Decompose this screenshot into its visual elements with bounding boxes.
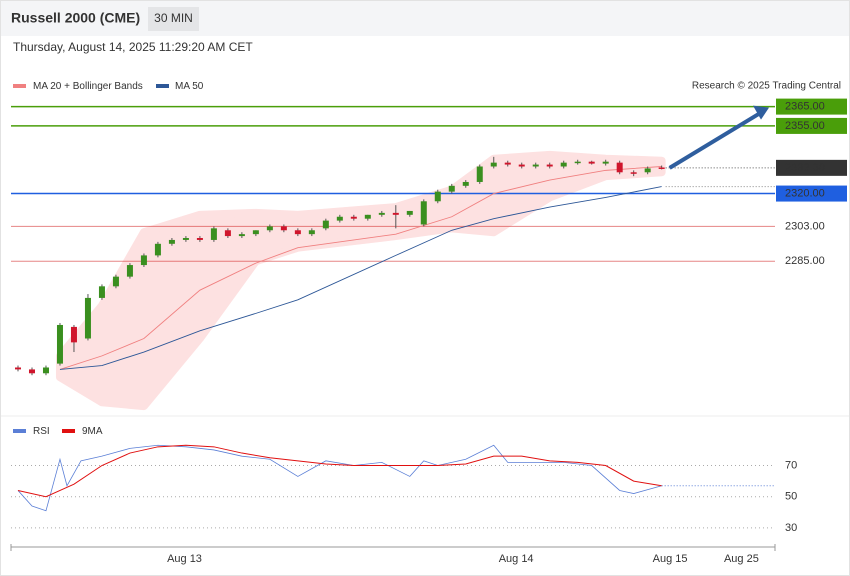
candle-body <box>616 162 623 173</box>
candle-body <box>588 161 595 164</box>
series-line <box>17 444 662 498</box>
x-tick-label: Aug 14 <box>499 553 534 565</box>
level-label: 2285.00 <box>785 255 825 267</box>
legend-swatch <box>156 84 169 88</box>
legend-label: RSI <box>33 426 50 437</box>
candle-body <box>28 369 35 374</box>
candle-body <box>658 167 665 169</box>
candle-body <box>364 214 371 219</box>
legend-swatch <box>62 429 75 433</box>
candle-body <box>518 164 525 167</box>
candle-body <box>238 234 245 237</box>
header-bar <box>1 1 849 36</box>
candle-body <box>448 185 455 192</box>
legend-label: MA 50 <box>175 81 204 92</box>
candle-body <box>126 265 133 277</box>
candle-body <box>420 201 427 225</box>
credit: Research © 2025 Trading Central <box>692 81 841 92</box>
candle-body <box>560 162 567 167</box>
y-tick-label: 70 <box>785 459 797 471</box>
candle-body <box>406 210 413 215</box>
candle-body <box>644 168 651 173</box>
candle-body <box>574 161 581 164</box>
legend-swatch <box>13 429 26 433</box>
candle-body <box>322 220 329 229</box>
candle-body <box>182 238 189 240</box>
timeframe: 30 MIN <box>154 11 193 25</box>
series-line <box>17 444 662 512</box>
arrow-head <box>753 105 769 120</box>
candle-body <box>112 276 119 287</box>
candle-body <box>504 162 511 165</box>
candle-body <box>154 243 161 256</box>
candle-body <box>378 212 385 215</box>
candle-body <box>434 191 441 202</box>
legend-label: MA 20 + Bollinger Bands <box>33 81 143 92</box>
candle-body <box>168 239 175 244</box>
candle-body <box>84 297 91 339</box>
y-tick-label: 50 <box>785 491 797 503</box>
candle-body <box>42 367 49 374</box>
candle-body <box>350 216 357 219</box>
candle-body <box>70 326 77 343</box>
candle-body <box>266 226 273 231</box>
candle-body <box>224 230 231 237</box>
candle-body <box>462 181 469 186</box>
candle-body <box>490 162 497 167</box>
x-tick-label: Aug 25 <box>724 553 759 565</box>
candle-body <box>546 164 553 167</box>
candle-body <box>14 367 21 370</box>
candle-body <box>392 212 399 215</box>
level-tag <box>776 117 847 134</box>
level-label: 2320.00 <box>785 187 825 199</box>
candle-body <box>56 324 63 364</box>
candle-body <box>98 286 105 298</box>
level-label: 2355.00 <box>785 120 825 132</box>
ma20-line <box>59 166 662 370</box>
legend-label: 9MA <box>82 426 103 437</box>
level-label: 2303.00 <box>785 220 825 232</box>
chart-title: Russell 2000 (CME) <box>11 10 140 26</box>
candle-body <box>252 230 259 235</box>
legend-swatch <box>13 84 26 88</box>
candle-body <box>294 230 301 235</box>
candle-body <box>336 216 343 221</box>
candle-body <box>476 166 483 182</box>
candle-body <box>532 164 539 167</box>
candle-body <box>196 238 203 240</box>
level-tag <box>776 98 847 115</box>
candle-body <box>630 172 637 174</box>
bollinger-band <box>55 150 666 411</box>
y-tick-label: 30 <box>785 522 797 534</box>
level-label: 2365.00 <box>785 101 825 113</box>
ma50-line <box>59 186 662 370</box>
candle-body <box>308 230 315 235</box>
candle-body <box>140 255 147 266</box>
level-tag <box>776 159 847 176</box>
subtitle: Thursday, August 14, 2025 11:29:20 AM CE… <box>13 40 253 54</box>
timeframe-box <box>148 7 199 31</box>
candle-body <box>280 226 287 231</box>
x-tick-label: Aug 15 <box>653 553 688 565</box>
level-label: 2333.30 <box>785 162 825 174</box>
projection-arrow <box>668 110 763 170</box>
x-tick-label: Aug 13 <box>167 553 202 565</box>
candle-body <box>602 161 609 164</box>
candle-body <box>210 228 217 240</box>
level-tag <box>776 185 847 202</box>
